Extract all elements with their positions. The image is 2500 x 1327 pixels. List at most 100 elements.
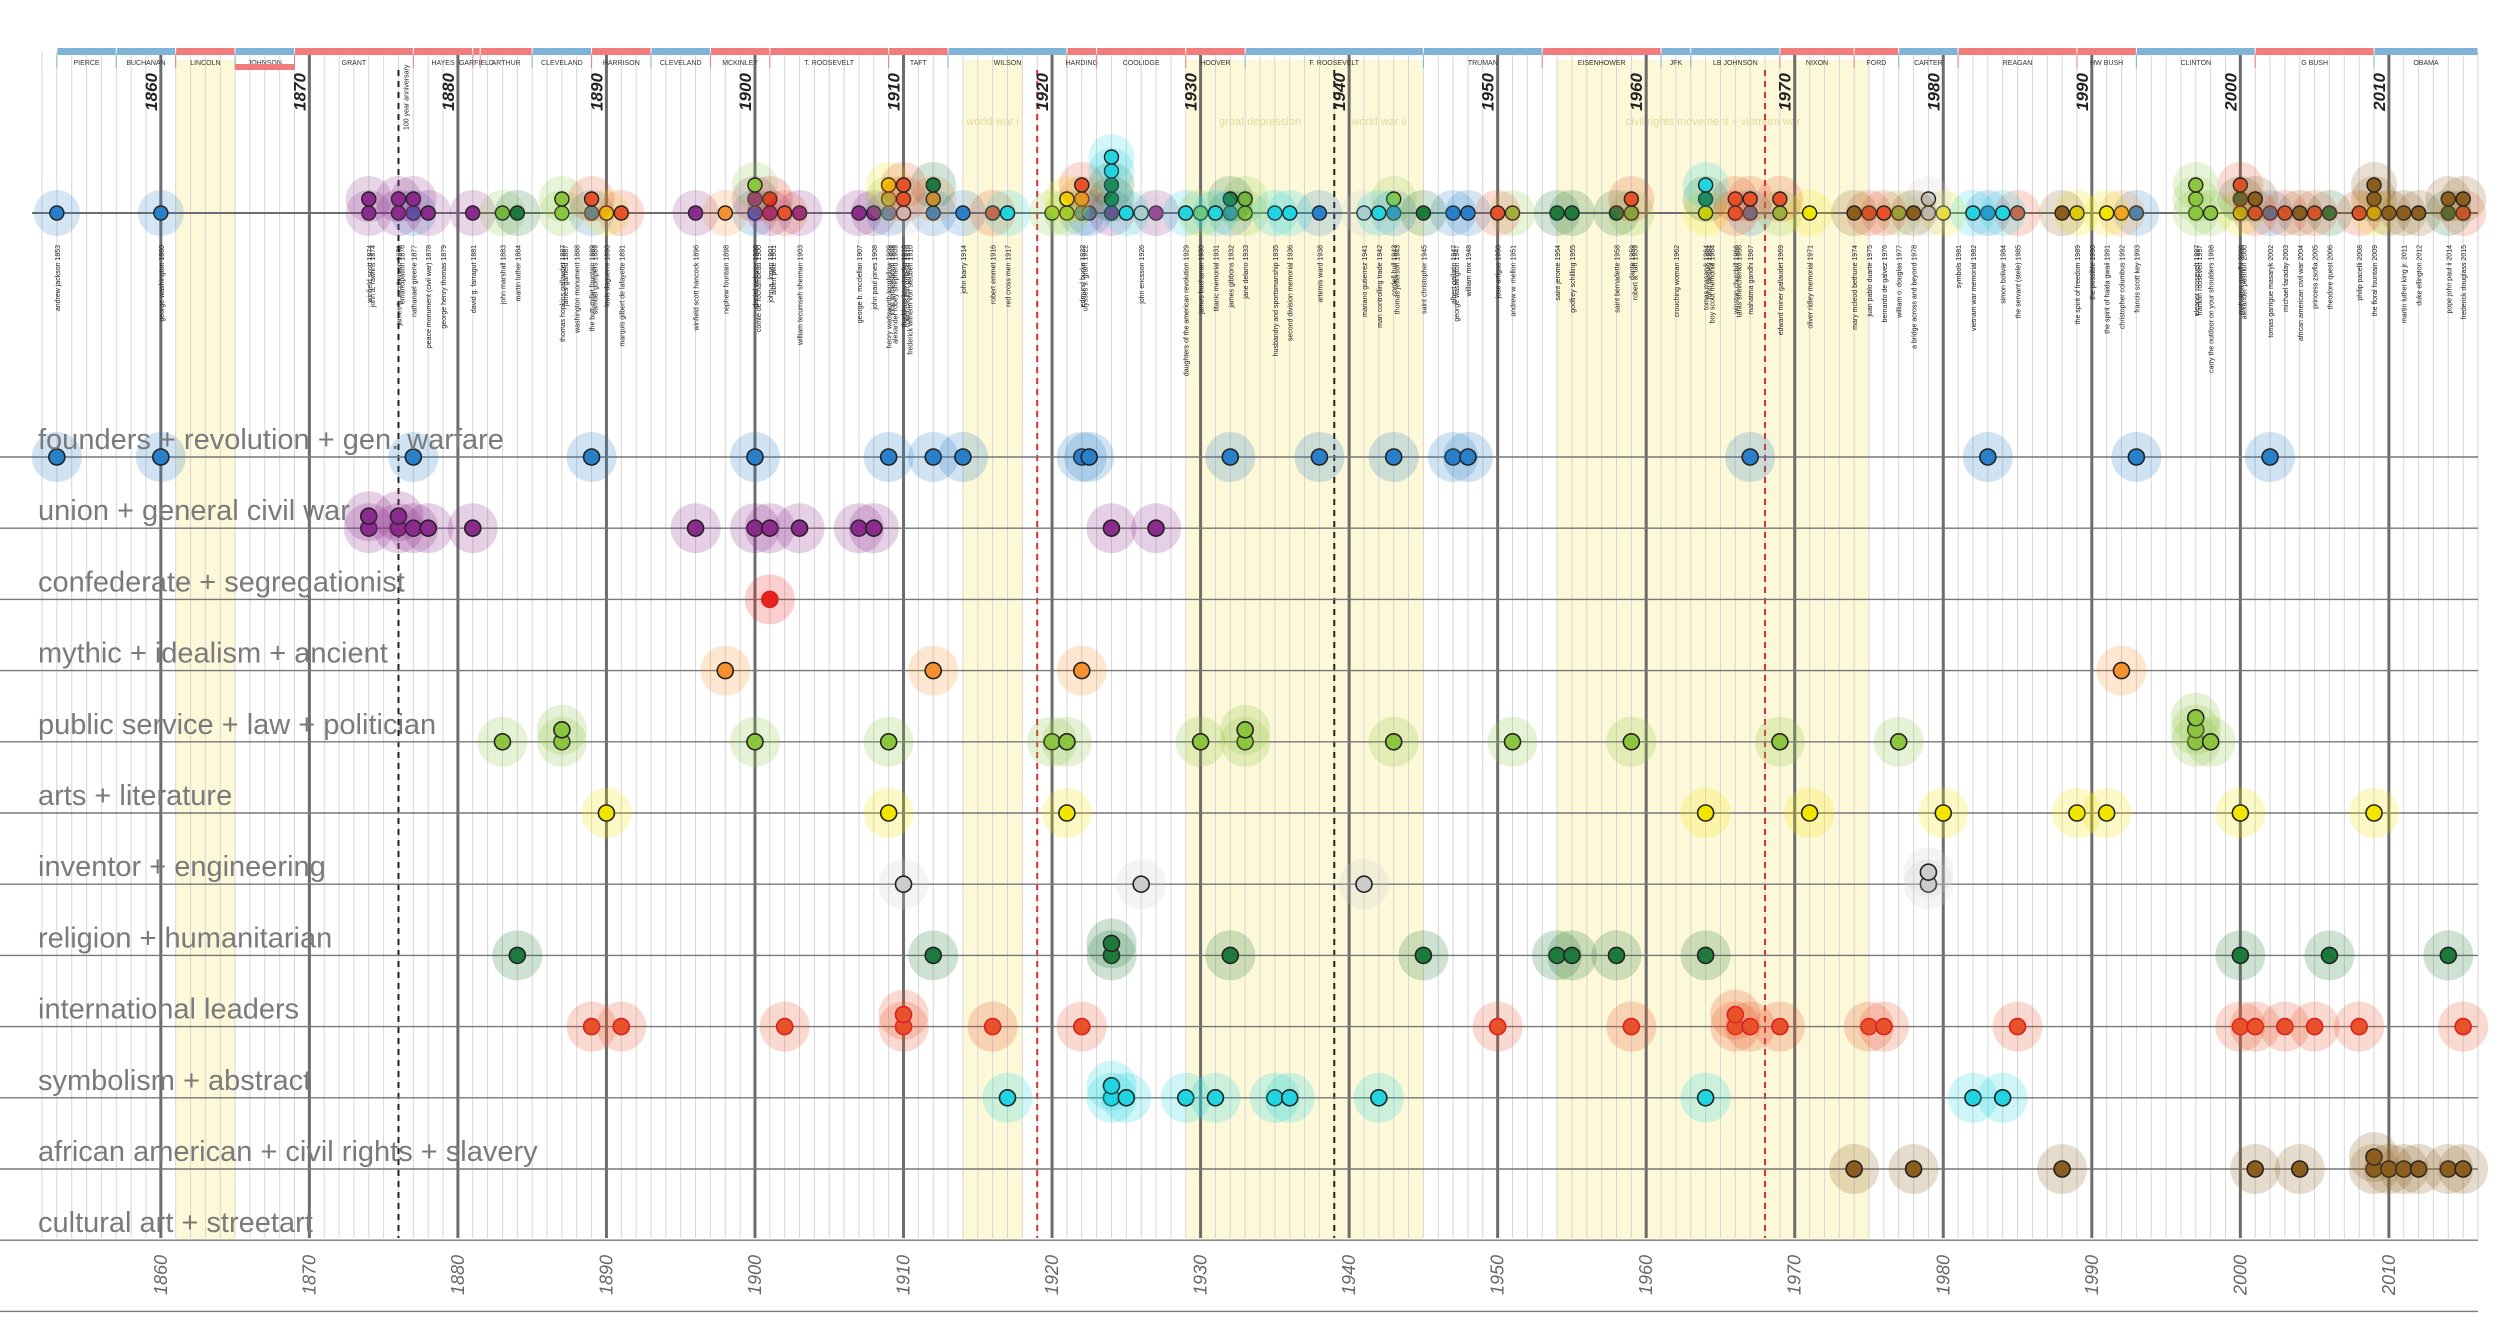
- dot: [1236, 720, 1254, 739]
- timeline-dot: [1267, 205, 1283, 221]
- president-name: PIERCE: [74, 60, 100, 67]
- dot: [152, 448, 170, 466]
- president-name: JOHNSON: [248, 60, 282, 67]
- monument-label: andrew w. mellon 1951: [1511, 245, 1518, 317]
- dot: [2276, 1017, 2294, 1036]
- monument-label: peace monument (civil war) 1878: [426, 245, 433, 348]
- timeline-dot: [1935, 205, 1951, 221]
- timeline-dot: [895, 177, 912, 193]
- dot: [1488, 1017, 1507, 1036]
- monument-label: a bridge across and beyond 1978: [1912, 245, 1919, 349]
- timeline-dot: [2188, 177, 2204, 193]
- bottom-year-label: 1910: [894, 1255, 914, 1295]
- monument-label: thaddeus kosciuszko 1910: [902, 245, 909, 328]
- president-term: [235, 64, 295, 70]
- timeline-dot: [1044, 205, 1060, 221]
- monument-label: second division memorial 1936: [1288, 245, 1295, 341]
- dot: [1102, 519, 1121, 538]
- category-dots: [31, 432, 2489, 1194]
- timeline-dot: [1192, 205, 1209, 221]
- monument-label: saint jerome 1954: [1555, 245, 1562, 301]
- president-term: [1691, 48, 1780, 55]
- dot: [1800, 804, 1819, 822]
- timeline-dot: [2292, 205, 2308, 221]
- president-term: [2374, 48, 2478, 55]
- dot: [2231, 946, 2250, 965]
- monument-label: john a. logan 1901: [768, 245, 775, 304]
- top-year-label: 1940: [1330, 73, 1349, 111]
- dot: [2008, 1017, 2027, 1036]
- dot: [48, 448, 66, 466]
- timeline-dot: [1059, 191, 1075, 207]
- president-name: LB JOHNSON: [1713, 60, 1758, 67]
- dot: [1459, 448, 1477, 466]
- president-name: TAFT: [910, 60, 928, 67]
- timeline-dot: [1801, 205, 1818, 221]
- dot: [1102, 1077, 1121, 1095]
- dot: [1696, 946, 1715, 965]
- monument-label: james gibbons 1932: [1228, 245, 1235, 309]
- president-term: [1186, 48, 1245, 55]
- president-term: [1423, 48, 1542, 55]
- president-term: [480, 48, 532, 55]
- dot: [1622, 732, 1641, 751]
- president-term: [2255, 48, 2374, 55]
- monument-label: william tecumseh sherman 1903: [798, 245, 805, 346]
- monument-label: henry wadsworth longfellow 1909: [887, 245, 894, 349]
- dot: [2068, 804, 2086, 822]
- dot: [983, 1017, 1002, 1036]
- timeline-dot: [851, 205, 867, 221]
- dot: [1875, 1017, 1893, 1036]
- monument-label: george b. mcclellan 1907: [857, 245, 864, 323]
- monument-label: daniel webster 1900: [753, 245, 760, 308]
- president-bar: PIERCE BUCHANAN LINCOLN JOHNSON GRANT HAYES GA…: [56, 48, 2478, 70]
- dot: [879, 804, 898, 822]
- monument-label: martin luther 1884: [515, 245, 522, 302]
- dot: [553, 720, 571, 739]
- monument-label: mahatma gandhi 2000: [2238, 245, 2245, 315]
- bottom-year-label: 1880: [448, 1255, 468, 1295]
- monument-label: the spirit of haida gwaii 1991: [2105, 245, 2112, 334]
- timeline-dot: [554, 191, 570, 207]
- monument-label: john barry 1914: [961, 245, 968, 295]
- dot: [1741, 448, 1759, 466]
- timeline-dot: [420, 205, 436, 221]
- dot: [1072, 661, 1091, 680]
- timeline-dot: [1460, 205, 1476, 221]
- dot: [2290, 1160, 2309, 1178]
- bottom-year-label: 1940: [1339, 1255, 1359, 1295]
- president-name: G BUSH: [2301, 60, 2328, 67]
- monument-label: albert gallatin 1947: [1451, 245, 1458, 304]
- category-label: union + general civil war: [38, 495, 350, 527]
- president-name: JFK: [1670, 60, 1683, 67]
- timeline-dot: [2366, 177, 2382, 193]
- bottom-year-label: 1900: [745, 1255, 765, 1295]
- monument-label: francis scott key 1993: [2134, 245, 2141, 313]
- monument-label: jose artigas 1950: [1496, 245, 1503, 299]
- dot: [404, 448, 423, 466]
- monument-label: crouching woman 1962: [1674, 245, 1681, 317]
- marker-lines: 100 year anniversary: [397, 64, 1767, 1238]
- president-term: [1097, 48, 1186, 55]
- dot: [1355, 875, 1373, 894]
- dot: [761, 590, 779, 609]
- monument-label: juan pablo duarte 1975: [1867, 245, 1874, 318]
- president-name: CLINTON: [2180, 60, 2211, 67]
- marker-label: 100 year anniversary: [403, 64, 410, 130]
- dot: [790, 519, 809, 538]
- combined-timeline: [32, 134, 2487, 236]
- timeline-dot: [2410, 205, 2427, 221]
- category-labels: founders + revolution + gen. warfare unio…: [38, 424, 538, 1239]
- timeline-dot: [762, 191, 778, 207]
- top-year-label: 1870: [290, 73, 309, 111]
- timeline-dot: [1133, 205, 1149, 221]
- timeline-dot: [984, 205, 1001, 221]
- monument-label: the floral fountain 2009: [2372, 245, 2379, 316]
- dot: [1280, 1089, 1299, 1107]
- top-year-label: 1920: [1033, 73, 1052, 111]
- top-year-label: 1960: [1627, 73, 1646, 111]
- timeline-dot: [390, 191, 407, 207]
- bottom-year-label: 1890: [596, 1255, 616, 1295]
- dot: [1845, 1160, 1863, 1178]
- monument-label: robert a. taft 1959: [1632, 245, 1639, 300]
